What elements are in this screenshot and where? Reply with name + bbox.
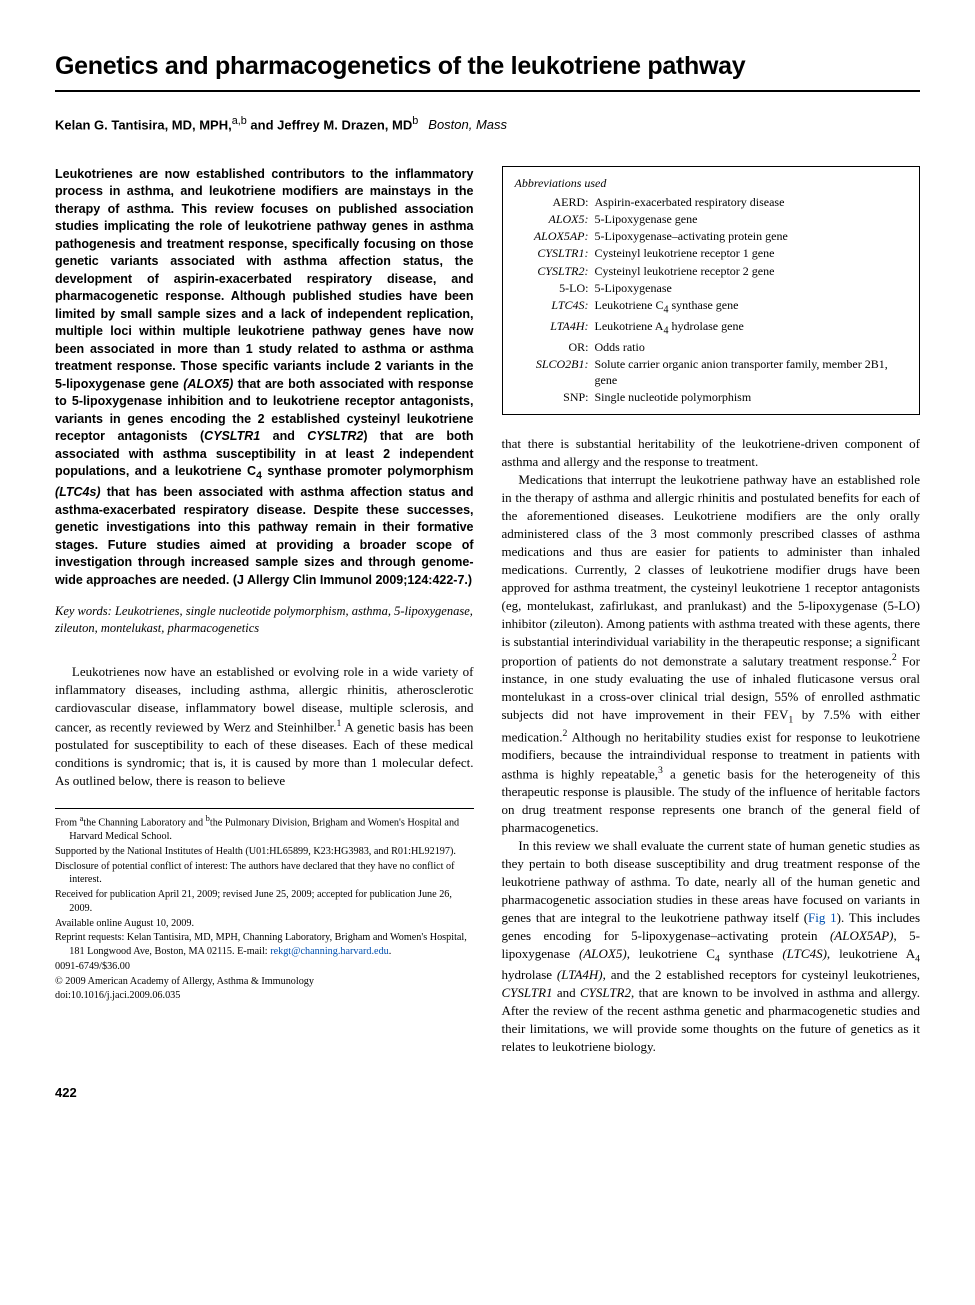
abbreviation-definition: 5-Lipoxygenase [595,280,908,296]
abbreviation-term: ALOX5: [515,211,595,227]
abbreviations-header: Abbreviations used [515,175,908,191]
abbreviation-row: 5-LO:5-Lipoxygenase [515,280,908,296]
abbreviation-term: CYSLTR1: [515,245,595,261]
abbreviation-definition: Leukotriene C4 synthase gene [595,297,908,317]
footnote-line: From athe Channing Laboratory and bthe P… [55,813,474,844]
abbreviation-term: LTC4S: [515,297,595,313]
abbreviation-definition: Cysteinyl leukotriene receptor 2 gene [595,263,908,279]
footnote-line: 0091-6749/$36.00 [55,960,474,974]
abbreviation-row: LTA4H:Leukotriene A4 hydrolase gene [515,318,908,338]
abbreviation-term: ALOX5AP: [515,228,595,244]
keywords-text: Leukotrienes, single nucleotide polymorp… [55,604,473,635]
footnote-line: Received for publication April 21, 2009;… [55,888,474,916]
abbreviation-row: OR:Odds ratio [515,339,908,355]
two-column-layout: Leukotrienes are now established contrib… [55,166,920,1056]
abbreviation-term: SLCO2B1: [515,356,595,372]
abbreviation-row: ALOX5:5-Lipoxygenase gene [515,211,908,227]
abbreviation-definition: Single nucleotide polymorphism [595,389,908,405]
abbreviation-row: SLCO2B1:Solute carrier organic anion tra… [515,356,908,388]
abbreviation-definition: Aspirin-exacerbated respiratory disease [595,194,908,210]
abbreviation-row: AERD:Aspirin-exacerbated respiratory dis… [515,194,908,210]
abbreviation-term: SNP: [515,389,595,405]
abbreviation-definition: Leukotriene A4 hydrolase gene [595,318,908,338]
abbreviation-definition: 5-Lipoxygenase gene [595,211,908,227]
keywords: Key words: Leukotrienes, single nucleoti… [55,603,474,637]
title-rule [55,90,920,92]
footnote-line: Available online August 10, 2009. [55,917,474,931]
page-number: 422 [55,1084,920,1102]
abbreviation-row: ALOX5AP:5-Lipoxygenase–activating protei… [515,228,908,244]
abbreviation-row: CYSLTR2:Cysteinyl leukotriene receptor 2… [515,263,908,279]
keywords-label: Key words: [55,604,112,618]
abbreviation-term: OR: [515,339,595,355]
footnotes-block: From athe Channing Laboratory and bthe P… [55,808,474,1003]
abbreviation-row: LTC4S:Leukotriene C4 synthase gene [515,297,908,317]
body-paragraph: that there is substantial heritability o… [502,435,921,471]
footnote-line: doi:10.1016/j.jaci.2009.06.035 [55,989,474,1003]
authors-line: Kelan G. Tantisira, MD, MPH,a,b and Jeff… [55,114,920,134]
abbreviation-term: CYSLTR2: [515,263,595,279]
abbreviation-row: CYSLTR1:Cysteinyl leukotriene receptor 1… [515,245,908,261]
abbreviation-term: AERD: [515,194,595,210]
left-column: Leukotrienes are now established contrib… [55,166,474,1056]
body-paragraph: Leukotrienes now have an established or … [55,663,474,790]
abbreviation-definition: Solute carrier organic anion transporter… [595,356,908,388]
abbreviation-definition: Cysteinyl leukotriene receptor 1 gene [595,245,908,261]
body-paragraph: Medications that interrupt the leukotrie… [502,471,921,837]
abstract: Leukotrienes are now established contrib… [55,166,474,590]
abbreviations-box: Abbreviations used AERD:Aspirin-exacerba… [502,166,921,416]
footnote-line: Supported by the National Institutes of … [55,845,474,859]
abbreviation-definition: 5-Lipoxygenase–activating protein gene [595,228,908,244]
body-paragraph: In this review we shall evaluate the cur… [502,837,921,1055]
footnote-line: Reprint requests: Kelan Tantisira, MD, M… [55,931,474,959]
abbreviation-term: LTA4H: [515,318,595,334]
footnote-line: © 2009 American Academy of Allergy, Asth… [55,975,474,989]
abbreviation-definition: Odds ratio [595,339,908,355]
abbreviation-row: SNP:Single nucleotide polymorphism [515,389,908,405]
right-column: Abbreviations used AERD:Aspirin-exacerba… [502,166,921,1056]
footnote-line: Disclosure of potential conflict of inte… [55,860,474,888]
abbreviation-term: 5-LO: [515,280,595,296]
article-title: Genetics and pharmacogenetics of the leu… [55,50,920,84]
